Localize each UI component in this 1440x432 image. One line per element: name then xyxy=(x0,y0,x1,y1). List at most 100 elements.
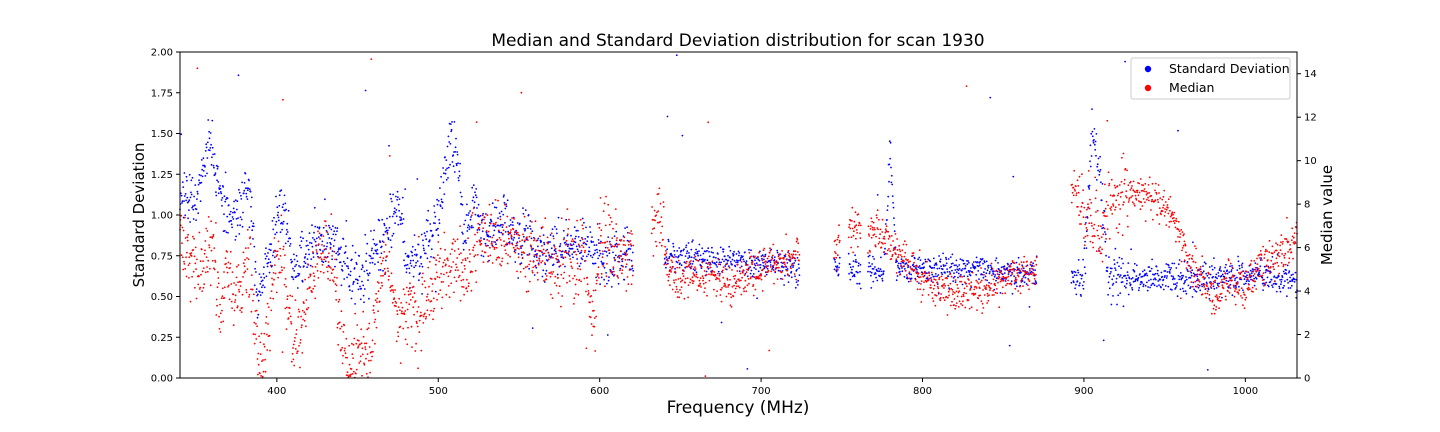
median-point xyxy=(530,247,533,249)
median-point xyxy=(1163,189,1166,192)
median-point xyxy=(1138,182,1141,185)
median-point xyxy=(854,211,857,214)
std-point xyxy=(265,275,268,278)
median-point xyxy=(504,249,507,252)
median-point xyxy=(516,247,519,250)
std-point xyxy=(772,266,775,269)
median-point xyxy=(1262,272,1265,275)
std-point xyxy=(857,262,860,265)
std-point xyxy=(200,181,203,184)
median-point xyxy=(1211,312,1213,315)
median-point xyxy=(1234,303,1237,306)
median-point xyxy=(1022,285,1024,287)
median-point xyxy=(1168,226,1170,228)
std-point xyxy=(428,240,431,243)
median-point xyxy=(650,232,653,235)
median-point xyxy=(401,310,403,313)
std-point xyxy=(295,263,298,266)
median-point xyxy=(621,257,624,260)
std-point xyxy=(965,271,968,273)
std-point xyxy=(211,156,213,159)
median-point xyxy=(1115,227,1118,230)
std-point xyxy=(354,303,356,305)
median-point xyxy=(1263,253,1266,256)
median-point xyxy=(1033,273,1036,276)
std-point xyxy=(324,198,326,201)
median-point xyxy=(322,252,324,254)
std-point xyxy=(798,267,800,269)
median-point xyxy=(872,221,875,224)
median-point xyxy=(867,225,870,228)
std-point xyxy=(497,217,499,220)
std-point xyxy=(897,262,900,265)
median-point xyxy=(949,273,951,276)
median-point xyxy=(605,275,608,278)
median-point xyxy=(579,218,582,221)
median-point xyxy=(363,363,366,366)
std-point xyxy=(250,196,253,199)
std-point xyxy=(1234,277,1237,280)
median-point xyxy=(1016,274,1019,277)
median-point xyxy=(711,272,713,274)
median-point xyxy=(696,289,699,292)
median-point xyxy=(736,270,739,272)
median-point xyxy=(706,294,708,297)
median-point xyxy=(966,285,968,288)
median-point xyxy=(1131,201,1134,204)
median-point xyxy=(986,292,989,295)
median-point xyxy=(363,342,366,345)
std-point xyxy=(1174,283,1177,285)
median-point xyxy=(667,259,669,262)
std-point xyxy=(311,224,313,227)
std-point xyxy=(994,259,997,262)
median-point xyxy=(396,313,399,316)
std-point xyxy=(200,159,203,161)
median-point xyxy=(1190,281,1193,283)
median-point xyxy=(572,240,575,243)
std-point xyxy=(598,254,601,257)
std-point xyxy=(345,245,347,248)
median-point xyxy=(979,281,982,283)
median-point xyxy=(332,280,335,283)
median-point xyxy=(1144,182,1147,185)
median-point xyxy=(274,272,277,275)
std-point xyxy=(1189,277,1192,279)
std-point xyxy=(283,194,286,197)
median-point xyxy=(438,260,440,263)
median-point xyxy=(798,253,801,256)
median-point xyxy=(243,271,246,274)
std-point xyxy=(946,271,949,273)
median-point xyxy=(772,243,775,246)
median-point xyxy=(1087,203,1089,206)
median-point xyxy=(985,286,987,288)
median-point xyxy=(957,287,959,290)
std-point xyxy=(695,248,697,251)
median-point xyxy=(1021,265,1024,268)
median-point xyxy=(186,251,188,254)
std-point xyxy=(912,263,915,266)
std-point xyxy=(255,288,258,290)
median-point xyxy=(299,366,301,369)
median-point xyxy=(495,221,497,224)
median-point xyxy=(1150,200,1153,203)
median-point xyxy=(527,239,529,242)
std-point xyxy=(1255,277,1258,280)
median-point xyxy=(625,263,628,266)
std-point xyxy=(1178,259,1181,261)
std-point xyxy=(260,276,262,279)
median-point xyxy=(337,300,340,303)
median-point xyxy=(1097,234,1099,237)
std-point xyxy=(561,254,564,256)
std-point xyxy=(439,187,441,190)
std-point xyxy=(696,250,699,253)
std-point xyxy=(397,196,399,199)
std-point xyxy=(699,254,702,257)
std-point xyxy=(936,267,939,270)
median-point xyxy=(613,273,616,276)
median-point xyxy=(612,266,615,268)
median-point xyxy=(480,239,482,242)
median-point xyxy=(968,279,970,281)
median-point xyxy=(1100,252,1103,255)
median-point xyxy=(390,272,393,275)
std-point xyxy=(326,242,329,244)
